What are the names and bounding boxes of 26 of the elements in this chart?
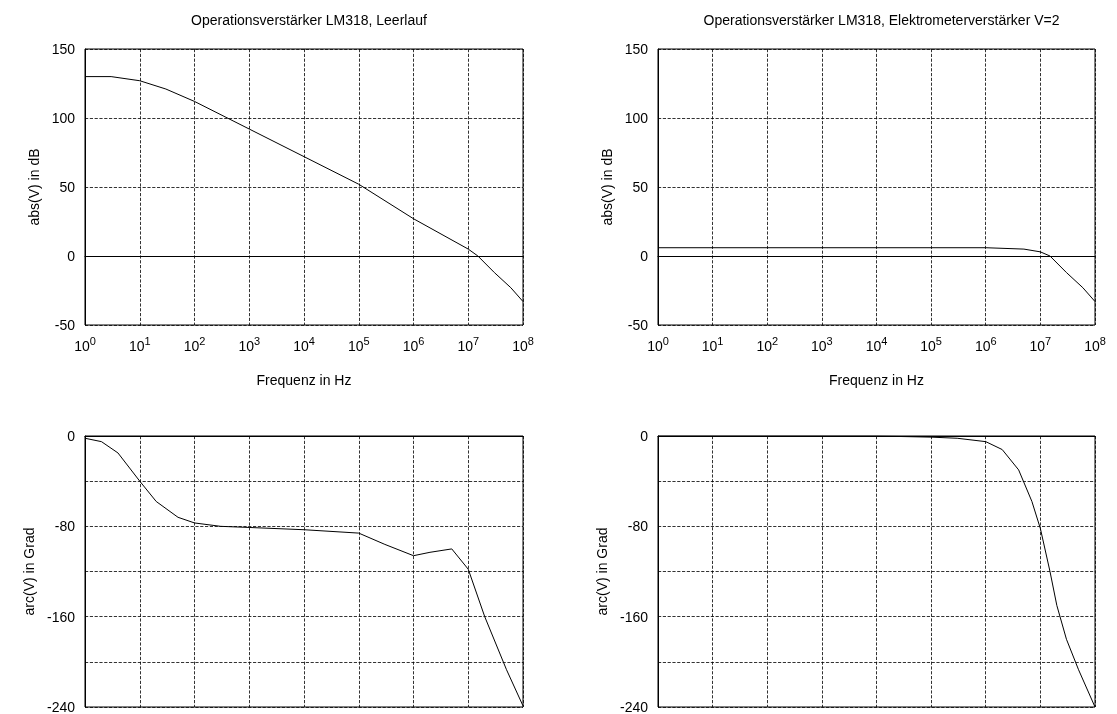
y-tick-label: 0 <box>67 428 76 444</box>
y-tick-label: 100 <box>624 110 649 126</box>
y-tick-label: 50 <box>59 179 76 195</box>
y-tick-label: -160 <box>46 608 76 625</box>
y-tick-label: 150 <box>624 41 649 57</box>
x-axis-title: Frequenz in Hz <box>829 372 924 388</box>
y-tick-label: 0 <box>640 248 649 264</box>
y-axis-title: abs(V) in dB <box>25 148 42 226</box>
chart-title: Operationsverstärker LM318, Elektrometerverstärker V=2 <box>703 12 1060 28</box>
y-tick-label: -160 <box>619 608 649 625</box>
y-tick-label: -50 <box>54 317 76 333</box>
y-tick-label: -240 <box>46 699 76 714</box>
x-axis-title: Frequenz in Hz <box>256 372 352 388</box>
y-tick-label: 0 <box>640 428 649 444</box>
y-tick-label: -80 <box>627 518 649 535</box>
y-axis-title: abs(V) in dB <box>598 148 615 226</box>
y-tick-label: 150 <box>51 41 76 57</box>
y-axis-title: arc(V) in Grad <box>21 527 38 616</box>
y-tick-label: 100 <box>51 110 76 126</box>
y-tick-label: 50 <box>632 179 649 195</box>
chart-title: Operationsverstärker LM318, Leerlauf <box>191 12 427 28</box>
y-tick-label: -240 <box>619 699 649 714</box>
y-tick-label: 0 <box>67 248 76 264</box>
y-axis-title: arc(V) in Grad <box>594 527 611 616</box>
y-tick-label: -80 <box>54 518 76 535</box>
y-tick-label: -50 <box>627 317 649 333</box>
